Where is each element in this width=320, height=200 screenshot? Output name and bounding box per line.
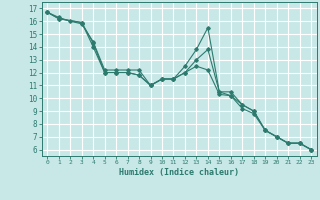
X-axis label: Humidex (Indice chaleur): Humidex (Indice chaleur) (119, 168, 239, 177)
